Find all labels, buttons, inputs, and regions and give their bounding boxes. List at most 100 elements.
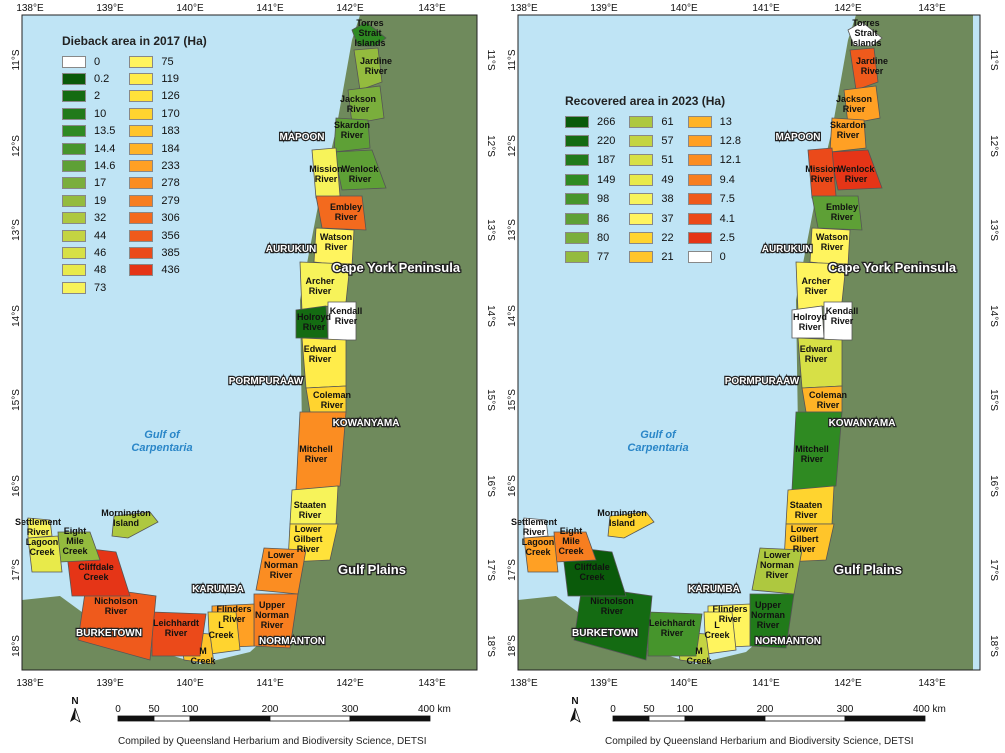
- lat-tick-left: 16°S: [11, 475, 22, 497]
- legend-label: 49: [661, 173, 674, 186]
- legend-item: 61: [629, 115, 674, 128]
- legend-swatch: [565, 193, 589, 206]
- legend-swatch: [129, 264, 154, 277]
- basin-label: Coleman River: [809, 390, 847, 410]
- basin-mornington-island: [607, 511, 655, 539]
- basin-label: Jackson River: [340, 94, 376, 114]
- lon-tick-top: 139°E: [96, 3, 124, 14]
- legend-swatch: [62, 107, 86, 120]
- basin-label: Mitchell River: [299, 444, 333, 464]
- sea-label: Carpentaria: [131, 442, 192, 454]
- legend-item: 233: [129, 159, 180, 173]
- legend-label: 12.1: [719, 154, 742, 167]
- legend-swatch: [62, 194, 86, 207]
- lon-tick-top: 143°E: [418, 3, 446, 14]
- basin-label: M Creek: [190, 646, 216, 666]
- basin-nicholson-river: [77, 585, 157, 661]
- scale-label: 50: [148, 704, 160, 715]
- legend-label: 12.8: [719, 135, 742, 148]
- basin-label: Upper Norman River: [751, 600, 785, 630]
- legend-label: 2.5: [719, 232, 735, 245]
- basin-label: Wenlock River: [342, 164, 380, 184]
- legend-swatch: [629, 154, 654, 167]
- basin-kendall-river: [327, 301, 357, 341]
- legend-label: 21: [661, 251, 674, 264]
- basin-label: Eight Mile Creek: [558, 526, 584, 556]
- basin-torres-strait-islands: [351, 21, 387, 47]
- legend-label: 32: [94, 212, 107, 225]
- town-aurukun: AURUKUN: [266, 244, 317, 255]
- legend-label: 57: [661, 135, 674, 148]
- credit: Compiled by Queensland Herbarium and Bio…: [605, 736, 914, 747]
- legend-label: 75: [161, 55, 174, 68]
- town-normanton: NORMANTON: [755, 636, 821, 647]
- basin-torres-strait-islands: [847, 21, 883, 47]
- basin-label: Lower Norman River: [264, 550, 298, 580]
- legend-item: 49: [629, 173, 674, 186]
- legend-swatch: [129, 55, 154, 68]
- legend-item: 73: [62, 281, 115, 294]
- legend-item: 75: [129, 55, 179, 68]
- legend-label: 51: [661, 154, 674, 167]
- legend-label: 119: [161, 73, 179, 86]
- legend-swatch: [629, 173, 654, 186]
- legend-swatch: [62, 55, 86, 68]
- legend-title: Recovered area in 2023 (Ha): [565, 94, 726, 108]
- legend-swatch: [687, 154, 712, 167]
- scale-label: 400 km: [913, 704, 946, 715]
- basin-label: Mission River: [805, 164, 839, 184]
- legend-swatch: [687, 212, 712, 225]
- region-label: Cape York Peninsula: [332, 260, 461, 275]
- legend-item: 51: [629, 154, 674, 167]
- legend: 0 0.2 2 10 13.5 14.4 14.6 17 19 32 44 46 48 73 75 119 12…: [62, 55, 180, 294]
- town-normanton: NORMANTON: [259, 636, 325, 647]
- basin-embley-river: [811, 195, 863, 231]
- basin-mitchell-river: [791, 411, 843, 491]
- lon-tick-top: 143°E: [918, 3, 946, 14]
- basin-label: Coleman River: [313, 390, 351, 410]
- lon-tick-bottom: 140°E: [176, 678, 204, 689]
- legend-swatch: [129, 73, 154, 86]
- north-label: N: [571, 696, 578, 707]
- legend-swatch: [129, 212, 154, 225]
- scale-label: 100: [182, 704, 199, 715]
- legend-swatch: [129, 160, 154, 173]
- legend-label: 77: [597, 251, 610, 264]
- basin-label: Cliffdale Creek: [78, 562, 114, 582]
- legend-label: 0: [94, 55, 101, 68]
- legend-swatch: [687, 193, 712, 206]
- town-karumba: KARUMBA: [192, 584, 244, 595]
- legend-item: 14.6: [62, 159, 115, 173]
- legend-swatch: [687, 115, 712, 128]
- legend-item: 356: [129, 229, 180, 242]
- legend-label: 306: [161, 212, 180, 225]
- legend-label: 436: [161, 264, 180, 277]
- basin-kendall-river: [823, 301, 853, 341]
- lat-tick-left: 16°S: [507, 475, 518, 497]
- basin-label: Lagoon Creek: [522, 537, 555, 557]
- basin-label: Cliffdale Creek: [574, 562, 610, 582]
- legend-swatch: [129, 125, 154, 138]
- basin-label: Torres Strait Islands: [850, 18, 881, 48]
- legend-label: 14.4: [94, 142, 116, 155]
- basin-wenlock-river: [829, 149, 883, 191]
- legend-label: 80: [597, 232, 610, 245]
- legend-item: 184: [129, 142, 180, 155]
- legend-item: 37: [629, 212, 674, 225]
- lat-tick-right: 15°S: [485, 389, 496, 411]
- lon-tick-bottom: 138°E: [510, 678, 538, 689]
- basin-mornington-island: [111, 511, 159, 539]
- legend-swatch: [565, 212, 589, 225]
- basin-label: Torres Strait Islands: [354, 18, 385, 48]
- legend: 266 220 187 149 98 86 80 77 61 57 51 49 38 37 22 21 13 12…: [565, 115, 741, 264]
- basin-label: Mitchell River: [795, 444, 829, 464]
- town-karumba: KARUMBA: [688, 584, 740, 595]
- lat-tick-left: 13°S: [507, 219, 518, 241]
- legend-label: 220: [597, 135, 616, 148]
- basin-label: Leichhardt River: [649, 618, 695, 638]
- region-label: Gulf Plains: [834, 562, 902, 577]
- lat-tick-right: 12°S: [485, 135, 496, 157]
- basin-label: Lower Gilbert River: [789, 524, 818, 554]
- scale-label: 50: [643, 704, 655, 715]
- legend-swatch: [62, 142, 86, 155]
